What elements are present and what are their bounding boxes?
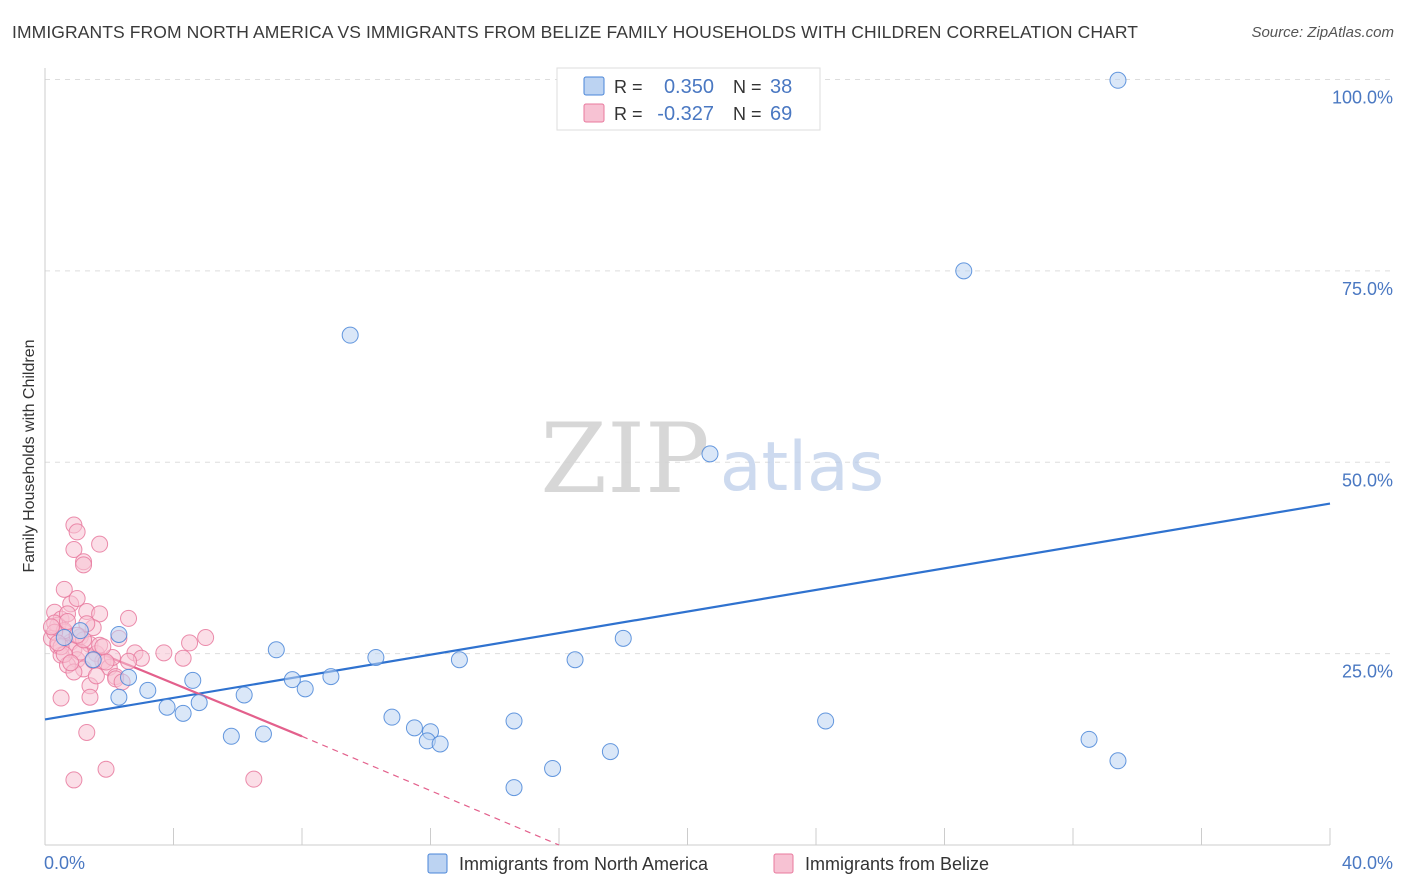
point-north-america [236,687,252,703]
point-north-america [121,669,137,685]
point-belize [156,645,172,661]
point-north-america [323,669,339,685]
point-north-america [268,642,284,658]
point-belize [76,557,92,573]
legend-series-label: Immigrants from Belize [805,854,989,874]
point-belize [246,771,262,787]
point-north-america [384,709,400,725]
point-north-america [545,760,561,776]
stats-legend: R = 0.350 N = 38 R = -0.327 N = 69 [557,68,820,130]
point-north-america [185,672,201,688]
legend-swatch [584,104,604,122]
point-belize [121,610,137,626]
point-belize [53,690,69,706]
point-belize [121,653,137,669]
point-north-america [342,327,358,343]
point-belize [43,619,59,635]
point-north-america [255,726,271,742]
legend-r-label: R = [614,77,643,97]
point-belize [198,630,214,646]
point-north-america [451,652,467,668]
point-north-america [175,705,191,721]
point-north-america [72,623,88,639]
watermark-zip: ZIP [540,403,709,515]
legend-swatch [428,854,447,873]
point-belize [182,635,198,651]
legend-n-value: 69 [770,103,792,125]
point-north-america [702,446,718,462]
legend-r-label: R = [614,104,643,124]
point-north-america [56,630,72,646]
point-north-america [1081,731,1097,747]
point-north-america [159,699,175,715]
point-belize [92,536,108,552]
point-north-america [506,780,522,796]
series-legend: Immigrants from North America Immigrants … [428,854,989,874]
watermark-atlas: atlas [720,428,884,507]
point-belize [79,724,95,740]
legend-r-value: -0.327 [657,103,714,125]
point-north-america [191,695,207,711]
point-belize [175,650,191,666]
point-belize [63,655,79,671]
point-north-america [111,626,127,642]
point-belize [69,524,85,540]
trendlines [45,504,1330,845]
point-north-america [1110,753,1126,769]
legend-swatch [584,77,604,95]
point-north-america [567,652,583,668]
point-belize [88,668,104,684]
y-tick-label: 100.0% [1332,88,1393,108]
trendline-north-america [45,504,1330,720]
point-north-america [602,744,618,760]
gridlines [45,80,1395,654]
point-north-america [956,263,972,279]
point-north-america [406,720,422,736]
point-north-america [297,681,313,697]
legend-n-label: N = [733,77,762,97]
point-north-america [85,652,101,668]
y-tick-label: 75.0% [1342,279,1393,299]
point-north-america [223,728,239,744]
legend-n-label: N = [733,104,762,124]
point-north-america [615,630,631,646]
y-axis-label: Family Households with Children [21,340,38,573]
point-belize [98,761,114,777]
x-tick-label: 0.0% [44,853,85,873]
legend-swatch [774,854,793,873]
legend-n-value: 38 [770,76,792,98]
point-north-america [111,689,127,705]
point-north-america [506,713,522,729]
y-tick-label: 25.0% [1342,662,1393,682]
y-tick-labels: 25.0% 50.0% 75.0% 100.0% [1332,88,1393,682]
x-tick-label: 40.0% [1342,853,1393,873]
point-north-america [140,682,156,698]
scatter-chart: ZIP atlas 25.0% 50.0% 75.0% 100.0% 0.0% 40.0… [0,0,1406,892]
point-north-america [368,649,384,665]
point-north-america [432,736,448,752]
x-tick-labels: 0.0% 40.0% [44,853,1393,873]
point-belize [56,581,72,597]
point-belize [82,689,98,705]
point-belize [66,772,82,788]
legend-r-value: 0.350 [664,76,714,98]
point-north-america [818,713,834,729]
y-tick-label: 50.0% [1342,470,1393,490]
point-north-america [1110,72,1126,88]
legend-series-label: Immigrants from North America [459,854,709,874]
